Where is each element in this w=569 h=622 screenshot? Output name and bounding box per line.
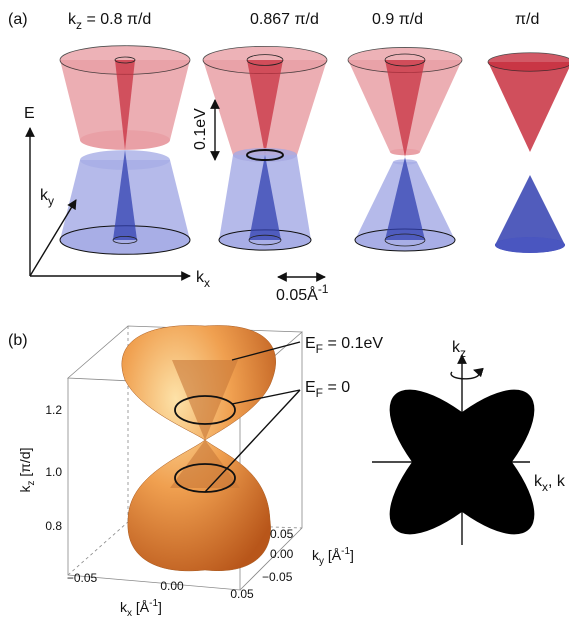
text-part: x [204, 276, 210, 290]
cone-end [495, 237, 565, 253]
axis-label: kx, k [534, 473, 566, 494]
axis-label: kz [π/d] [17, 447, 37, 492]
text-part: y [48, 194, 54, 208]
cone-side [488, 62, 569, 152]
text-part: = 0.8 π/d [82, 11, 151, 28]
tick-label: −0.05 [262, 570, 293, 584]
text-part: -1 [318, 282, 329, 296]
tick-label: 1.2 [45, 403, 62, 417]
tick-label: 0.00 [270, 547, 294, 561]
kz-label: 0.867 π/d [250, 11, 319, 28]
axis-label: ky [40, 187, 54, 208]
text-part: [π/d] [17, 447, 33, 480]
axis-label: kx [196, 269, 210, 290]
text-part: [Å [324, 547, 342, 563]
text-part: F [316, 386, 323, 400]
schematic [368, 355, 556, 556]
tick-label: 0.05 [270, 527, 294, 541]
text-part: E [305, 379, 316, 396]
cone-end [488, 53, 569, 71]
text-part: = 0.1eV [323, 335, 383, 352]
text-part: = 0 [323, 379, 350, 396]
panel-label: (a) [8, 11, 28, 28]
figure: (a) kz = 0.8 π/d 0.867 π/d 0.9 π/d π/d E… [0, 0, 569, 622]
text-part: E [305, 335, 316, 352]
kz-label: π/d [515, 11, 539, 28]
tick-label: 0.05 [230, 587, 254, 601]
text-part: ] [350, 547, 354, 563]
fermi-label: EF = 0.1eV [305, 335, 383, 356]
scale-label: 0.1eV [192, 108, 209, 150]
panel-label: (b) [8, 332, 28, 349]
tick-label: 0.00 [160, 579, 184, 593]
text-part: [Å [132, 599, 150, 615]
tick-label: 1.0 [45, 465, 62, 479]
tick-label: 0.8 [45, 519, 62, 533]
axis-label: kx [Å-1] [120, 598, 162, 619]
text-part: F [316, 342, 323, 356]
text-part: , k [548, 473, 566, 490]
band-cones [60, 46, 569, 255]
fermi-label: EF = 0 [305, 379, 350, 400]
cone-side [495, 175, 565, 245]
text-part: 0.05Å [276, 285, 318, 304]
kz-label: 0.9 π/d [372, 11, 423, 28]
scale-label: 0.05Å-1 [276, 282, 329, 304]
axis-label: ky [Å-1] [312, 546, 354, 567]
kz-label: kz = 0.8 π/d [68, 11, 151, 32]
text-part: z [460, 346, 466, 360]
axis-label: E [24, 105, 35, 122]
tick-label: −0.05 [67, 571, 98, 585]
text-part: ] [158, 599, 162, 615]
axis-label: kz [452, 339, 466, 360]
